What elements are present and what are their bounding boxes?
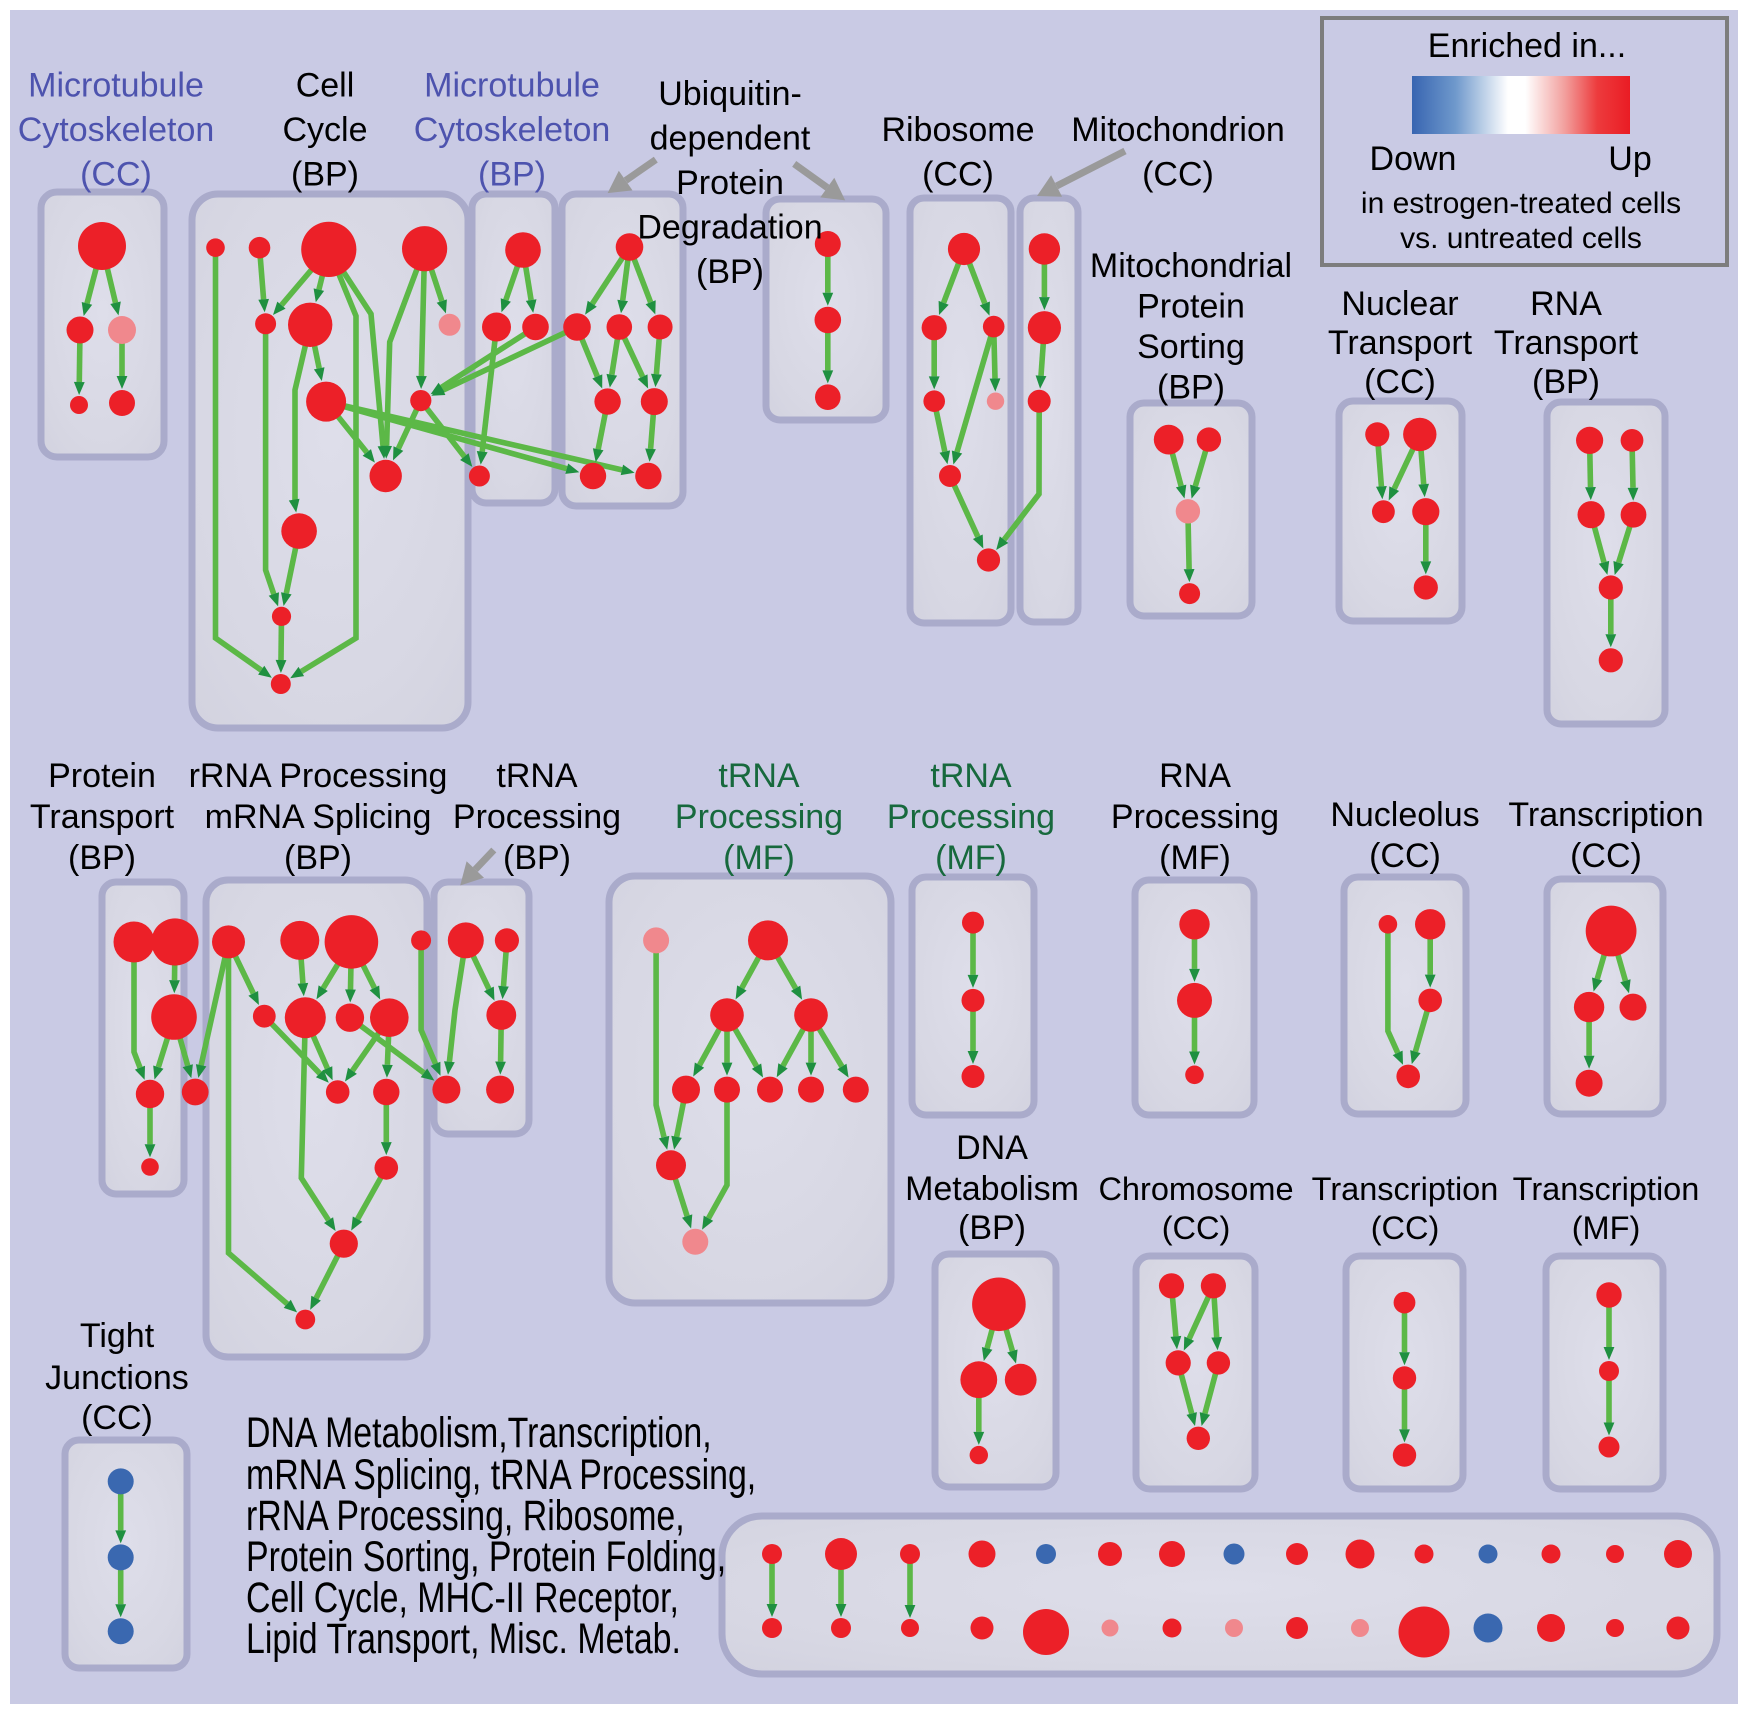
- svg-text:Cycle: Cycle: [282, 111, 367, 149]
- svg-text:Transport: Transport: [1328, 324, 1473, 362]
- svg-text:(BP): (BP): [284, 839, 352, 877]
- svg-text:(MF): (MF): [723, 839, 795, 877]
- svg-text:(BP): (BP): [958, 1209, 1026, 1247]
- svg-text:rRNA Processing: rRNA Processing: [189, 757, 448, 795]
- svg-text:in estrogen-treated cells: in estrogen-treated cells: [1361, 187, 1681, 220]
- svg-text:DNA: DNA: [956, 1129, 1028, 1167]
- svg-text:DNA Metabolism,Transcription,: DNA Metabolism,Transcription,: [246, 1409, 712, 1457]
- svg-text:tRNA: tRNA: [930, 757, 1012, 795]
- svg-text:Cell Cycle, MHC-II Receptor,: Cell Cycle, MHC-II Receptor,: [246, 1574, 679, 1622]
- svg-text:Ribosome: Ribosome: [881, 111, 1034, 149]
- svg-text:(MF): (MF): [1572, 1210, 1641, 1246]
- svg-text:Protein Sorting, Protein Foldi: Protein Sorting, Protein Folding,: [246, 1533, 726, 1581]
- svg-text:(BP): (BP): [696, 253, 764, 291]
- svg-text:Enriched in...: Enriched in...: [1428, 27, 1626, 65]
- svg-text:Cytoskeleton: Cytoskeleton: [414, 111, 611, 149]
- svg-text:mRNA Splicing, tRNA Processing: mRNA Splicing, tRNA Processing,: [246, 1451, 756, 1499]
- svg-text:Processing: Processing: [453, 798, 621, 836]
- svg-text:(BP): (BP): [1532, 363, 1600, 401]
- svg-text:(BP): (BP): [478, 156, 546, 194]
- svg-text:Junctions: Junctions: [45, 1359, 189, 1397]
- svg-text:Cytoskeleton: Cytoskeleton: [18, 111, 215, 149]
- svg-text:mRNA Splicing: mRNA Splicing: [205, 798, 432, 836]
- svg-text:Microtubule: Microtubule: [28, 67, 204, 105]
- svg-text:Metabolism: Metabolism: [905, 1170, 1079, 1208]
- svg-text:Processing: Processing: [887, 798, 1055, 836]
- svg-text:Protein: Protein: [48, 757, 156, 795]
- svg-text:(CC): (CC): [1162, 1210, 1231, 1246]
- svg-text:dependent: dependent: [650, 120, 811, 158]
- svg-text:(BP): (BP): [503, 839, 571, 877]
- svg-text:Up: Up: [1608, 140, 1651, 178]
- svg-text:Down: Down: [1370, 140, 1457, 178]
- svg-text:Cell: Cell: [296, 67, 355, 105]
- svg-text:Processing: Processing: [675, 798, 843, 836]
- svg-text:(CC): (CC): [81, 1399, 153, 1437]
- svg-text:Nucleolus: Nucleolus: [1330, 796, 1479, 834]
- svg-text:Mitochondrial: Mitochondrial: [1090, 247, 1292, 285]
- svg-text:Microtubule: Microtubule: [424, 67, 600, 105]
- svg-text:vs. untreated cells: vs. untreated cells: [1400, 222, 1642, 255]
- svg-text:Ubiquitin-: Ubiquitin-: [658, 75, 802, 113]
- svg-text:(CC): (CC): [1570, 837, 1642, 875]
- svg-text:tRNA: tRNA: [496, 757, 578, 795]
- svg-text:Transcription: Transcription: [1513, 1171, 1700, 1207]
- svg-text:(CC): (CC): [1371, 1210, 1440, 1246]
- svg-text:(CC): (CC): [80, 156, 152, 194]
- svg-text:Nuclear: Nuclear: [1341, 285, 1458, 323]
- svg-text:(BP): (BP): [68, 839, 136, 877]
- svg-text:(CC): (CC): [1369, 837, 1441, 875]
- svg-text:(CC): (CC): [1364, 363, 1436, 401]
- svg-text:(BP): (BP): [1157, 369, 1225, 407]
- svg-text:Transcription: Transcription: [1312, 1171, 1499, 1207]
- svg-text:Protein: Protein: [1137, 288, 1245, 326]
- svg-text:(CC): (CC): [922, 156, 994, 194]
- svg-text:(MF): (MF): [935, 839, 1007, 877]
- svg-text:RNA: RNA: [1159, 757, 1231, 795]
- svg-text:tRNA: tRNA: [718, 757, 800, 795]
- svg-text:(MF): (MF): [1159, 839, 1231, 877]
- svg-text:Chromosome: Chromosome: [1098, 1171, 1293, 1207]
- svg-text:Transport: Transport: [1494, 324, 1639, 362]
- svg-text:Tight: Tight: [80, 1317, 155, 1355]
- svg-text:Mitochondrion: Mitochondrion: [1071, 111, 1285, 149]
- svg-text:Transcription: Transcription: [1508, 796, 1703, 834]
- svg-text:Degradation: Degradation: [637, 209, 822, 247]
- svg-text:(BP): (BP): [291, 156, 359, 194]
- svg-text:RNA: RNA: [1530, 285, 1602, 323]
- svg-text:Transport: Transport: [30, 798, 175, 836]
- svg-text:Sorting: Sorting: [1137, 328, 1245, 366]
- svg-text:rRNA Processing, Ribosome,: rRNA Processing, Ribosome,: [246, 1492, 685, 1540]
- svg-text:Protein: Protein: [676, 164, 784, 202]
- svg-text:Lipid Transport, Misc. Metab.: Lipid Transport, Misc. Metab.: [246, 1615, 681, 1663]
- svg-text:(CC): (CC): [1142, 156, 1214, 194]
- svg-text:Processing: Processing: [1111, 798, 1279, 836]
